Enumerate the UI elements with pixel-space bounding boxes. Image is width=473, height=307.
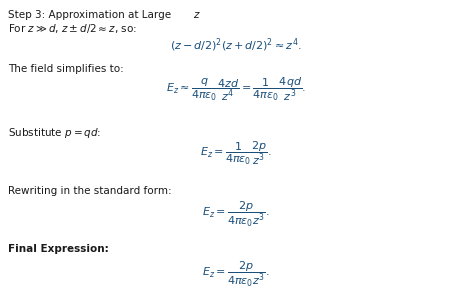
Text: $(z - d/2)^2(z + d/2)^2 \approx z^4.$: $(z - d/2)^2(z + d/2)^2 \approx z^4.$ <box>170 36 302 54</box>
Text: $E_z = \dfrac{1}{4\pi\epsilon_0}\dfrac{2p}{z^3}.$: $E_z = \dfrac{1}{4\pi\epsilon_0}\dfrac{2… <box>200 140 272 167</box>
Text: The field simplifies to:: The field simplifies to: <box>8 64 124 74</box>
Text: For $z \gg d$, $z \pm d/2 \approx z$, so:: For $z \gg d$, $z \pm d/2 \approx z$, so… <box>8 22 137 35</box>
Text: Substitute $p = qd$:: Substitute $p = qd$: <box>8 126 101 140</box>
Text: Step 3: Approximation at Large: Step 3: Approximation at Large <box>8 10 175 20</box>
Text: $z$: $z$ <box>193 10 201 20</box>
Text: $E_z \approx \dfrac{q}{4\pi\epsilon_0}\dfrac{4zd}{z^4} = \dfrac{1}{4\pi\epsilon_: $E_z \approx \dfrac{q}{4\pi\epsilon_0}\d… <box>166 76 306 103</box>
Text: $E_z = \dfrac{2p}{4\pi\epsilon_0 z^3}.$: $E_z = \dfrac{2p}{4\pi\epsilon_0 z^3}.$ <box>202 260 270 289</box>
Text: $E_z = \dfrac{2p}{4\pi\epsilon_0 z^3}.$: $E_z = \dfrac{2p}{4\pi\epsilon_0 z^3}.$ <box>202 200 270 229</box>
Text: Rewriting in the standard form:: Rewriting in the standard form: <box>8 186 172 196</box>
Text: Final Expression:: Final Expression: <box>8 244 109 254</box>
